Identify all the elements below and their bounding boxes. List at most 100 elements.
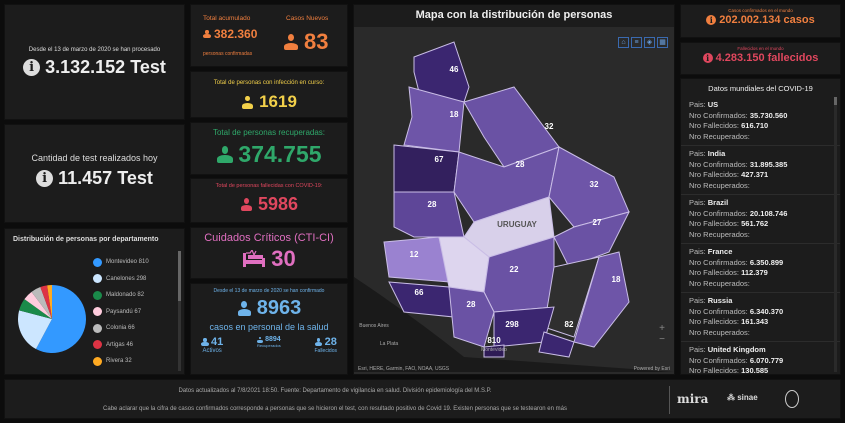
country-item[interactable]: Pais: Russia Nro Confirmados: 6.340.370 … xyxy=(681,293,840,342)
tests-today: 11.457 Test xyxy=(58,168,153,188)
attribution: Esri, HERE, Garmin, FAO, NOAA, USGS xyxy=(358,366,450,372)
tests-since-label: Desde el 13 de marzo de 2020 se han proc… xyxy=(28,47,161,53)
legend-item[interactable]: Rivera 32 xyxy=(93,353,149,370)
person-icon xyxy=(257,336,263,343)
legend-item[interactable]: Artigas 46 xyxy=(93,337,149,354)
info-icon: i xyxy=(23,59,41,76)
country-name: France xyxy=(707,247,733,256)
cti-panel: Cuidados Críticos (CTI-CI) 30 xyxy=(190,227,348,279)
region-rocha xyxy=(573,251,630,348)
footer-updated: Datos actualizados al 7/8/2021 18:50. Fu… xyxy=(178,388,492,394)
basemap-icon[interactable]: ▦ xyxy=(657,37,668,48)
region-label: 67 xyxy=(435,155,444,164)
legend-swatch xyxy=(93,307,102,317)
tests-today-label: Cantidad de test realizados hoy xyxy=(31,153,158,163)
region-label: 66 xyxy=(415,288,424,297)
list-scrollbar[interactable] xyxy=(834,97,837,372)
zoom-in-button[interactable]: + xyxy=(659,323,665,334)
new-cases: 83 xyxy=(304,29,329,54)
pie-slice-paysandú[interactable] xyxy=(24,291,52,319)
tests-total: 3.132.152 Test xyxy=(45,57,166,77)
world-cases-label: Casos confirmados en el mundo xyxy=(728,8,793,13)
region-label: 32 xyxy=(545,122,554,131)
region-soriano xyxy=(383,236,450,283)
country-deaths: 161.343 xyxy=(741,317,769,326)
legend-label: Artigas 46 xyxy=(106,341,134,348)
legend-item[interactable]: Maldonado 82 xyxy=(93,287,149,304)
world-list[interactable]: Pais: US Nro Confirmados: 35.730.560 Nro… xyxy=(681,97,840,374)
world-deaths: 4.283.150 fallecidos xyxy=(715,52,819,64)
country-confirmed: 31.895.385 xyxy=(749,159,788,169)
powered-by[interactable]: Powered by Esri xyxy=(633,366,670,372)
tests-total-panel: Desde el 13 de marzo de 2020 se han proc… xyxy=(4,4,185,120)
legend-swatch xyxy=(93,257,102,267)
health-panel: Desde el 13 de marzo de 2020 se han conf… xyxy=(190,283,348,375)
region-label: 27 xyxy=(593,218,602,227)
zoom-controls: + − xyxy=(656,323,668,345)
recovered-value: 374.755 xyxy=(238,141,322,167)
region-label: 22 xyxy=(510,265,519,274)
country-item[interactable]: Pais: US Nro Confirmados: 35.730.560 Nro… xyxy=(681,97,840,146)
legend-icon[interactable]: ≡ xyxy=(631,37,642,48)
world-cases: 202.002.134 casos xyxy=(719,14,815,26)
deaths-panel: Total de personas fallecidas con COVID-1… xyxy=(190,178,348,223)
region-label: 28 xyxy=(428,200,437,209)
region-paysandu xyxy=(393,144,460,193)
info-icon: i xyxy=(36,170,54,187)
legend-scrollbar[interactable] xyxy=(178,251,181,371)
map[interactable]: 46 18 32 67 28 32 28 27 12 22 18 66 28 2… xyxy=(354,27,674,372)
pie-slice-canelones[interactable] xyxy=(18,310,52,349)
country-confirmed: 6.340.370 xyxy=(749,306,784,316)
country-item[interactable]: Pais: United Kingdom Nro Confirmados: 6.… xyxy=(681,342,840,374)
legend-label: Maldonado 82 xyxy=(106,292,145,299)
active-value: 1619 xyxy=(259,92,297,111)
world-deaths-panel: Fallecidos en el mundo i 4.283.150 fallec… xyxy=(680,42,841,75)
recovered-panel: Total de personas recuperadas: 374.755 xyxy=(190,122,348,175)
region-label: 298 xyxy=(505,320,519,329)
pie-slice-montevideo[interactable] xyxy=(35,285,86,353)
person-icon xyxy=(216,146,233,163)
region-label: 46 xyxy=(450,65,459,74)
country-deaths: 616.710 xyxy=(741,121,769,130)
home-icon[interactable]: ⌂ xyxy=(618,37,629,48)
legend-item[interactable]: Colonia 66 xyxy=(93,320,149,337)
country-confirmed: 20.108.746 xyxy=(749,208,788,218)
total-label: Total acumulado xyxy=(203,15,251,22)
region-maldonado xyxy=(538,331,575,358)
logo-mira: mira xyxy=(677,392,709,406)
tests-today-panel: Cantidad de test realizados hoy i 11.457… xyxy=(4,124,185,223)
city-label: Montevideo xyxy=(481,347,507,353)
active-label: Total de personas con infección en curso… xyxy=(213,80,325,86)
health-label: casos en personal de la salud xyxy=(209,322,329,332)
legend-swatch xyxy=(93,290,102,300)
legend-label: Rivera 32 xyxy=(106,358,132,365)
total-cases: 382.360 xyxy=(214,27,258,41)
pie-slice-maldonado[interactable] xyxy=(19,299,53,319)
zoom-out-button[interactable]: − xyxy=(659,334,665,345)
legend-label: Montevideo 810 xyxy=(106,259,149,266)
city-label: Buenos Aires xyxy=(359,323,389,329)
new-label: Casos Nuevos xyxy=(286,15,329,22)
region-salto xyxy=(403,86,465,153)
country-item[interactable]: Pais: Brazil Nro Confirmados: 20.108.746… xyxy=(681,195,840,244)
region-label: 810 xyxy=(487,336,501,345)
cti-value: 30 xyxy=(271,246,296,271)
deaths-label: Total de personas fallecidas con COVID-1… xyxy=(215,183,323,189)
region-label: 12 xyxy=(410,250,419,259)
pie-slice-colonia[interactable] xyxy=(31,287,52,319)
legend-item[interactable]: Canelones 298 xyxy=(93,271,149,288)
country-item[interactable]: Pais: India Nro Confirmados: 31.895.385 … xyxy=(681,146,840,195)
pie-slice-artigas[interactable] xyxy=(40,285,52,319)
region-label: 18 xyxy=(612,275,621,284)
pie-slice-rivera[interactable] xyxy=(47,285,52,319)
country-item[interactable]: Pais: France Nro Confirmados: 6.350.899 … xyxy=(681,244,840,293)
country-deaths: 112.379 xyxy=(741,268,768,277)
pie-legend: Montevideo 810 Canelones 298 Maldonado 82 P… xyxy=(93,254,149,370)
legend-item[interactable]: Montevideo 810 xyxy=(93,254,149,271)
legend-item[interactable]: Paysandú 67 xyxy=(93,304,149,321)
layers-icon[interactable]: ◈ xyxy=(644,37,655,48)
region-san-jose xyxy=(448,286,495,348)
legend-label: Paysandú 67 xyxy=(106,308,142,315)
health-recovered: 8894 Recuperados xyxy=(256,336,281,348)
region-label: 28 xyxy=(516,160,525,169)
